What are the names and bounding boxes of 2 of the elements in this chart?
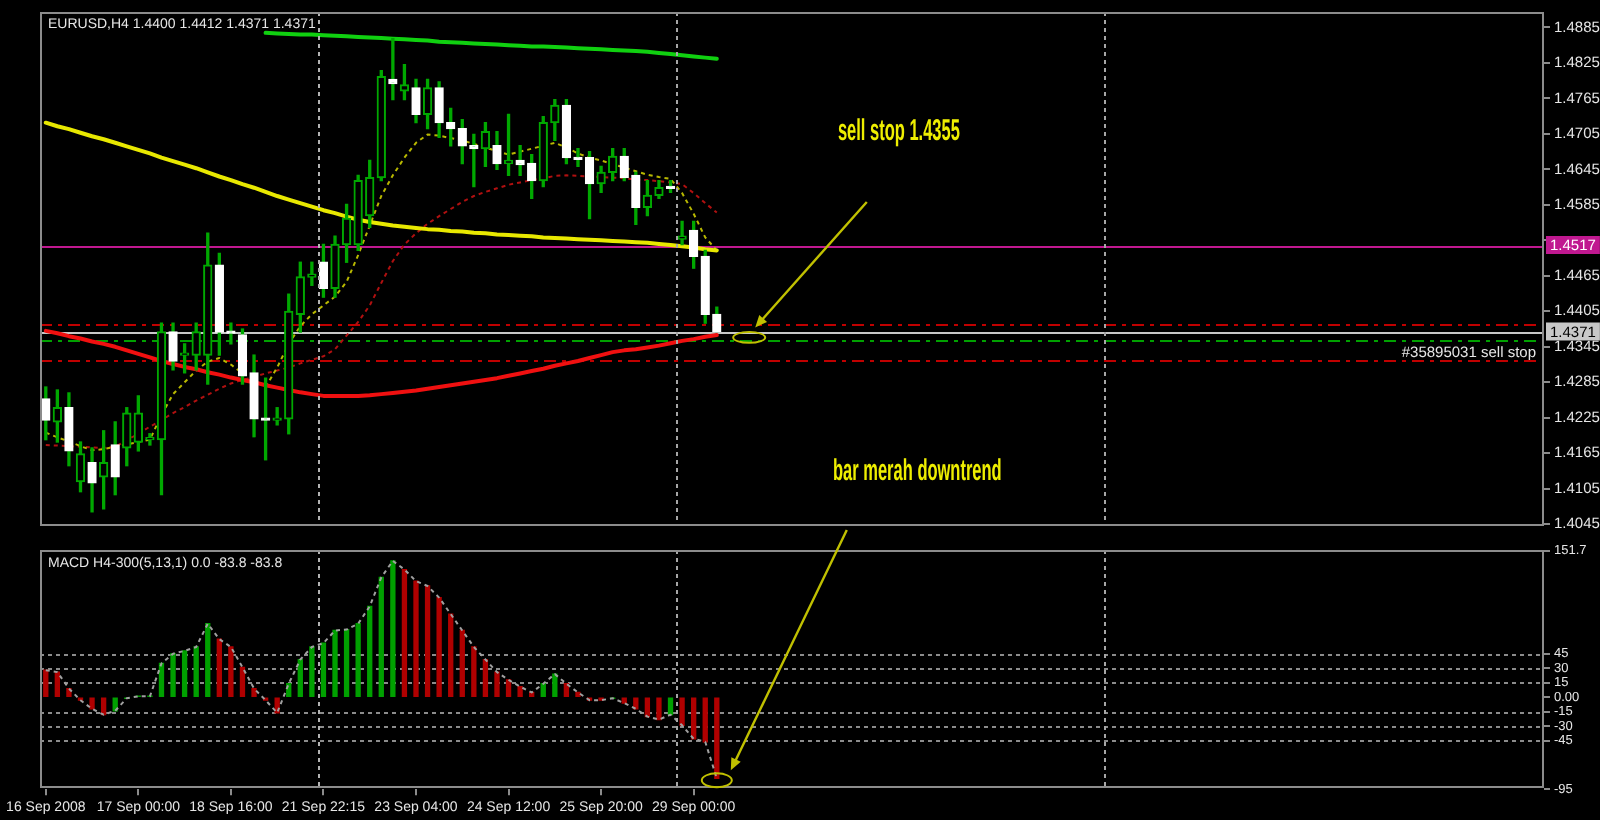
annotation: bar merah downtrend bbox=[832, 454, 1002, 488]
annotation: sell stop 1.4355 bbox=[837, 114, 960, 148]
